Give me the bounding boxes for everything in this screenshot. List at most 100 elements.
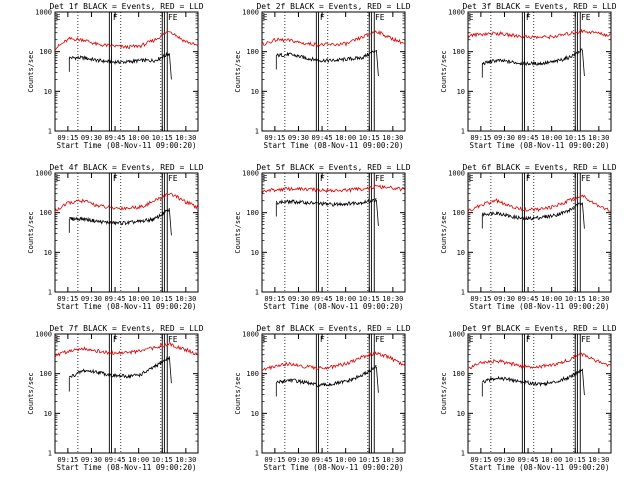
panel-det-6: Det 6f BLACK = Events, RED = LLD 1 10 100 10… [440,163,617,311]
y-tick-label: 10 [457,88,465,96]
series-line-events [68,51,170,65]
y-tick-label: 10 [44,249,52,257]
x-tick-label: 09:15 [470,456,491,464]
x-tick-label: 09:45 [518,295,539,303]
y-tick-label: 1 [48,450,52,458]
series-dropout [169,209,172,236]
panel-title: Det 3f BLACK = Events, RED = LLD [462,2,616,11]
x-tick-label: 09:45 [312,456,333,464]
x-tick-label: 09:45 [105,134,126,142]
x-axis-label: Start Time (08-Nov-11 09:00:20) [57,302,197,311]
y-tick-label: 1000 [448,170,465,178]
y-axis-label: Counts/sec [234,50,242,92]
panel-det-4: Det 4f BLACK = Events, RED = LLD 1 10 100 10… [27,163,204,311]
plot-frame [261,172,406,293]
x-tick-label: 09:15 [264,295,285,303]
y-tick-label: 1 [461,128,465,136]
x-axis-label: Start Time (08-Nov-11 09:00:20) [57,141,197,150]
flag-label-f: F [526,174,531,183]
series-dropout [582,202,585,229]
series-line-lld [467,28,612,40]
y-tick-label: 10 [251,249,259,257]
series-dropout [376,366,379,393]
panel-det-7: Det 7f BLACK = Events, RED = LLD 1 10 100 10… [27,324,204,472]
flag-label-fe: FE [375,335,385,344]
y-tick-label: 1 [461,450,465,458]
y-tick-label: 1000 [448,331,465,339]
y-tick-label: 1000 [242,170,259,178]
plot-frame [467,333,612,454]
x-tick-label: 09:45 [105,456,126,464]
y-tick-label: 1 [48,128,52,136]
x-tick-label: 10:15 [565,456,586,464]
y-tick-label: 100 [452,370,465,378]
series-line-events [482,368,583,388]
x-tick-label: 09:30 [288,134,309,142]
y-tick-label: 1000 [35,331,52,339]
x-tick-label: 09:30 [288,456,309,464]
series-line-events [68,355,170,379]
x-tick-label: 09:15 [57,295,78,303]
flag-label-e: E [263,335,268,344]
panel-det-8: Det 8f BLACK = Events, RED = LLD 1 10 100 10… [234,324,411,472]
series-line-lld [261,30,406,47]
x-tick-label: 09:15 [57,456,78,464]
x-tick-label: 10:15 [152,134,173,142]
y-axis-label: Counts/sec [27,372,35,414]
x-tick-label: 10:15 [359,295,380,303]
y-tick-label: 10 [457,249,465,257]
series-line-lld [261,184,406,194]
flag-label-e: E [469,335,474,344]
x-tick-label: 10:30 [175,295,196,303]
x-tick-label: 09:30 [494,295,515,303]
x-tick-label: 10:00 [128,456,149,464]
x-tick-label: 09:30 [494,134,515,142]
flag-label-f: F [113,13,118,22]
panel-title: Det 9f BLACK = Events, RED = LLD [462,324,616,333]
y-tick-label: 1000 [35,170,52,178]
panel-title: Det 4f BLACK = Events, RED = LLD [49,163,203,172]
series-dropout [376,49,379,77]
x-tick-label: 10:15 [359,134,380,142]
series-line-lld [467,352,612,370]
x-tick-label: 10:30 [588,295,609,303]
flag-label-e: E [56,335,61,344]
y-tick-label: 1000 [242,331,259,339]
x-axis-label: Start Time (08-Nov-11 09:00:20) [470,141,610,150]
x-axis-label: Start Time (08-Nov-11 09:00:20) [470,463,610,472]
x-tick-label: 10:00 [541,456,562,464]
panel-title: Det 7f BLACK = Events, RED = LLD [49,324,203,333]
flag-label-f: F [320,335,325,344]
flag-label-fe: FE [375,174,385,183]
x-tick-label: 10:30 [175,134,196,142]
panel-det-2: Det 2f BLACK = Events, RED = LLD 1 10 100 10… [234,2,411,150]
x-tick-label: 10:00 [335,456,356,464]
x-tick-label: 10:15 [565,134,586,142]
panel-title: Det 6f BLACK = Events, RED = LLD [462,163,616,172]
series-dropout [169,53,172,80]
panel-title: Det 2f BLACK = Events, RED = LLD [256,2,410,11]
series-line-lld [261,351,406,372]
series-line-events [276,364,377,388]
y-tick-label: 10 [251,88,259,96]
panel-det-3: Det 3f BLACK = Events, RED = LLD 1 10 100 10… [440,2,617,150]
x-tick-label: 09:45 [518,456,539,464]
panel-title: Det 5f BLACK = Events, RED = LLD [256,163,410,172]
flag-label-fe: FE [375,13,385,22]
x-tick-label: 10:15 [565,295,586,303]
flag-label-fe: FE [168,13,178,22]
y-tick-label: 10 [251,410,259,418]
series-dropout [169,357,172,384]
y-tick-label: 1 [461,289,465,297]
plot-frame [261,11,406,132]
series-line-events [481,202,583,221]
y-tick-label: 10 [44,88,52,96]
x-tick-label: 10:30 [588,456,609,464]
y-tick-label: 100 [39,48,52,56]
flag-label-f: F [113,174,118,183]
series-line-lld [467,194,612,213]
x-tick-label: 10:00 [335,295,356,303]
x-axis-label: Start Time (08-Nov-11 09:00:20) [57,463,197,472]
flag-label-fe: FE [581,13,591,22]
